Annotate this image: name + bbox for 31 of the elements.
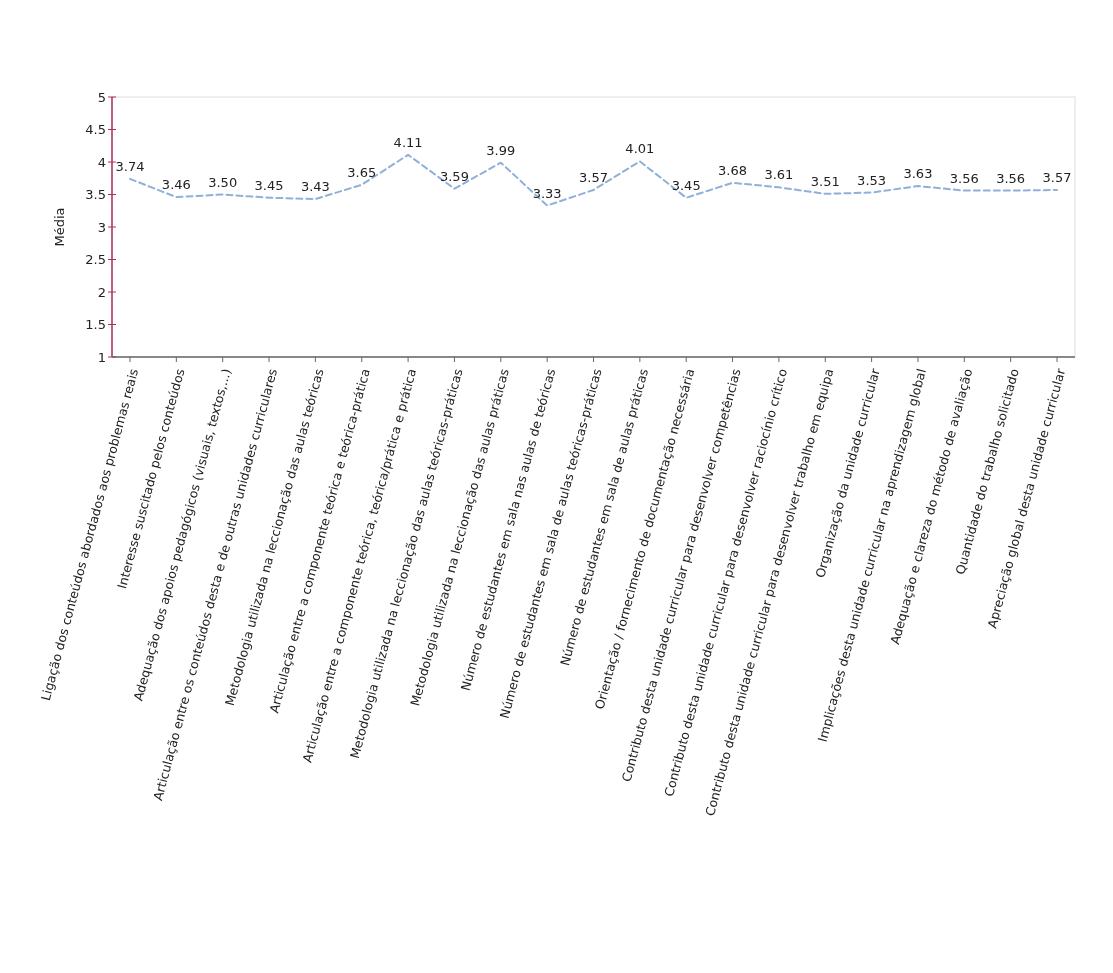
data-label: 3.33	[532, 185, 562, 201]
y-tick-label: 3	[97, 219, 106, 235]
data-label: 3.50	[208, 174, 238, 190]
y-tick-label: 3.5	[85, 187, 106, 203]
y-tick-label: 1.5	[85, 317, 106, 333]
data-label: 3.59	[439, 168, 469, 184]
y-tick-label: 4	[97, 154, 106, 170]
y-tick-label: 5	[97, 89, 106, 105]
data-label: 3.56	[949, 170, 979, 186]
data-label: 3.45	[254, 177, 284, 193]
data-label: 4.11	[393, 134, 423, 150]
y-tick-label: 4.5	[85, 122, 106, 138]
data-label: 3.53	[857, 172, 887, 188]
data-label: 3.74	[115, 158, 145, 174]
data-label: 3.56	[996, 170, 1026, 186]
data-label: 3.45	[671, 177, 701, 193]
data-label: 3.57	[1042, 169, 1072, 185]
data-label: 3.46	[161, 177, 191, 193]
data-label: 3.61	[764, 167, 794, 183]
data-label: 3.57	[579, 169, 608, 185]
data-label: 3.68	[718, 162, 748, 178]
data-label: 4.01	[625, 141, 655, 157]
data-label: 3.63	[903, 166, 933, 182]
data-label: 3.51	[810, 173, 840, 189]
y-tick-label: 2.5	[85, 252, 106, 268]
data-label: 3.99	[486, 142, 516, 158]
y-tick-label: 1	[97, 349, 106, 365]
data-label: 3.65	[347, 164, 377, 180]
data-label: 3.43	[300, 179, 330, 195]
y-axis-title: Média	[52, 207, 67, 247]
y-tick-label: 2	[97, 284, 106, 300]
